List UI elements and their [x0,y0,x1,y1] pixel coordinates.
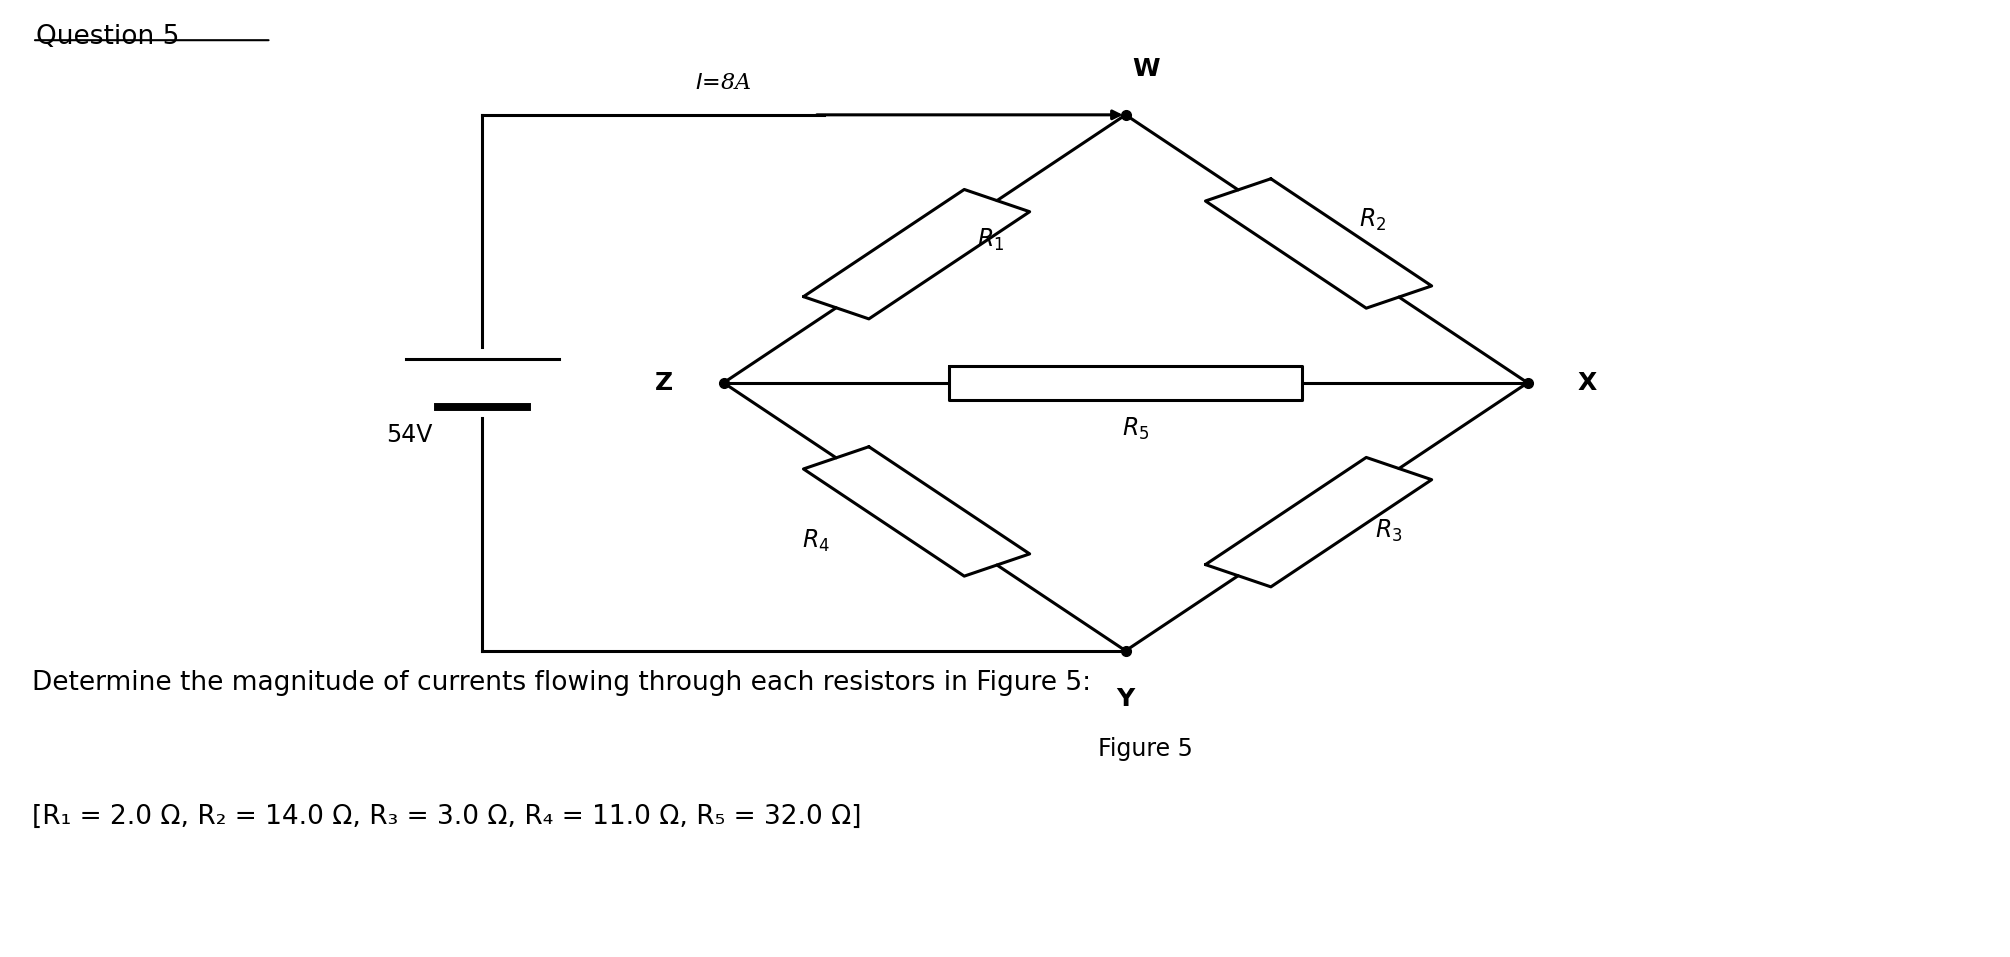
Text: Figure 5: Figure 5 [1097,737,1194,761]
Text: $R_3$: $R_3$ [1375,518,1403,544]
Text: W: W [1132,57,1160,81]
Text: Question 5: Question 5 [36,24,179,50]
Text: $R_5$: $R_5$ [1122,416,1150,442]
Text: X: X [1578,370,1598,395]
Text: $R_2$: $R_2$ [1359,207,1387,233]
Text: 54V: 54V [386,423,432,448]
Text: Z: Z [655,370,673,395]
Text: Determine the magnitude of currents flowing through each resistors in Figure 5:: Determine the magnitude of currents flow… [32,670,1091,696]
Text: [R₁ = 2.0 Ω, R₂ = 14.0 Ω, R₃ = 3.0 Ω, R₄ = 11.0 Ω, R₅ = 32.0 Ω]: [R₁ = 2.0 Ω, R₂ = 14.0 Ω, R₃ = 3.0 Ω, R₄… [32,804,862,830]
Text: Y: Y [1116,687,1136,711]
Text: $R_4$: $R_4$ [802,528,830,554]
Text: $R_1$: $R_1$ [977,227,1005,253]
Text: $I$=8A: $I$=8A [695,72,752,94]
